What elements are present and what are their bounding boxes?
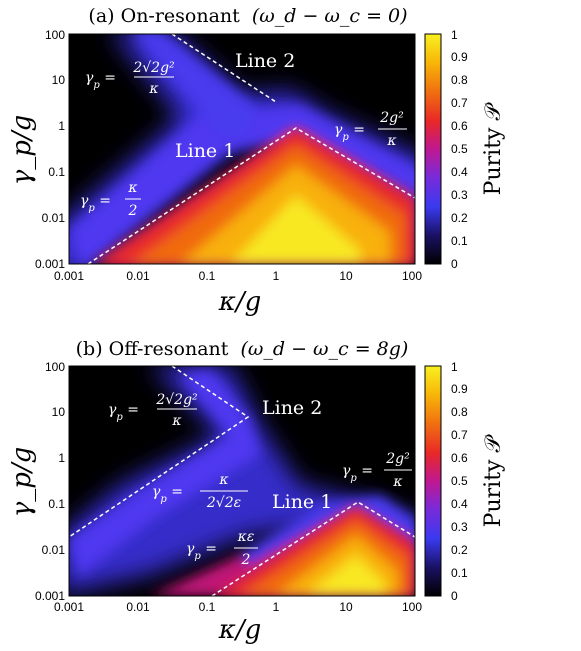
cb-tick-a-1: 0.1 [451, 234, 468, 248]
y-tick-b-5: 100 [45, 360, 65, 374]
cb-tick-b-6: 0.6 [451, 451, 468, 465]
colorbar-label-a: Purity 𝒫 [481, 102, 506, 196]
x-axis-label-b: κ/g [218, 615, 261, 645]
cb-tick-a-9: 0.9 [451, 50, 468, 64]
annotation-line1-b: Line 1 [272, 491, 332, 513]
x-tick-a-0: 0.001 [54, 269, 84, 283]
y-tick-b-1: 0.01 [42, 543, 66, 557]
heatmap-chart-a: (a) On-resonant (ω_d − ω_c = 0) [7, 5, 506, 317]
heatmap-area-b [69, 366, 415, 596]
x-tick-a-3: 1 [273, 269, 280, 283]
panel-a: (a) On-resonant (ω_d − ω_c = 0) [0, 0, 581, 320]
plot-frame-b [68, 365, 416, 597]
annotation-eq4-num-b: κ [218, 472, 228, 488]
y-tick-a-2: 0.1 [48, 165, 65, 179]
cb-tick-b-5: 0.5 [451, 474, 468, 488]
x-ticks-a: 0.001 0.01 0.1 1 10 100 [54, 269, 422, 283]
colorbar-b [424, 365, 442, 597]
cb-tick-b-9: 0.9 [451, 382, 468, 396]
cb-tick-a-7: 0.7 [451, 96, 468, 110]
cb-tick-b-10: 1 [451, 360, 458, 374]
y-axis-label-a: γ_p/g [7, 115, 37, 186]
colorbar-a [424, 33, 442, 265]
cb-tick-a-4: 0.4 [451, 165, 468, 179]
annotation-eq4-b: γp = [152, 484, 183, 505]
colorbar-ticks-a: 0 0.1 0.2 0.3 0.4 0.5 0.6 0.7 0.8 0.9 1 [451, 28, 468, 271]
cb-tick-a-3: 0.3 [451, 188, 468, 202]
x-tick-a-5: 100 [402, 269, 422, 283]
annotation-eq3-a: γp = [80, 193, 111, 214]
annotation-eq3-num-b: κε [237, 529, 255, 545]
x-tick-b-2: 0.1 [199, 600, 216, 614]
plot-frame-a [68, 33, 416, 265]
dashed-line-2-b [69, 366, 250, 538]
cb-tick-b-4: 0.4 [451, 497, 468, 511]
dashed-line-1-a [87, 127, 415, 264]
x-tick-a-2: 0.1 [199, 269, 216, 283]
annotation-eq2-den-b: κ [392, 474, 402, 490]
cb-tick-a-10: 1 [451, 28, 458, 42]
annotation-eq3-b: γp = [186, 541, 217, 562]
annotation-line2-a: Line 2 [235, 50, 295, 72]
y-tick-b-4: 10 [52, 405, 66, 419]
cb-tick-a-5: 0.5 [451, 142, 468, 156]
colorbar-label-b: Purity 𝒫 [481, 434, 506, 528]
annotation-eq1-den-b: κ [171, 413, 181, 429]
y-tick-a-3: 1 [58, 119, 65, 133]
y-tick-a-4: 10 [52, 73, 66, 87]
annotation-eq1-den-a: κ [148, 81, 158, 97]
y-tick-b-3: 1 [58, 451, 65, 465]
cb-tick-a-0: 0 [451, 257, 458, 271]
cb-tick-b-7: 0.7 [451, 428, 468, 442]
chart-title-a: (a) On-resonant (ω_d − ω_c = 0) [88, 5, 407, 27]
y-tick-a-5: 100 [45, 28, 65, 42]
x-ticks-b: 0.001 0.01 0.1 1 10 100 [54, 600, 422, 614]
panel-b: (b) Off-resonant (ω_d − ω_c = 8g) [0, 325, 581, 647]
y-ticks-b: 0.001 0.01 0.1 1 10 100 [35, 360, 65, 603]
annotation-eq1-b: γp = [108, 402, 139, 423]
dashed-line-1-b [211, 501, 415, 596]
x-tick-b-4: 10 [339, 600, 353, 614]
cb-tick-b-0: 0 [451, 589, 458, 603]
x-tick-b-3: 1 [273, 600, 280, 614]
annotation-eq2-den-a: κ [386, 133, 396, 149]
cb-tick-a-8: 0.8 [451, 73, 468, 87]
annotation-eq3-den-a: 2 [128, 203, 138, 219]
chart-title-b: (b) Off-resonant (ω_d − ω_c = 8g) [76, 338, 409, 360]
y-ticks-a: 0.001 0.01 0.1 1 10 100 [35, 28, 65, 271]
x-tick-b-5: 100 [402, 600, 422, 614]
annotation-line1-a: Line 1 [175, 140, 235, 162]
heatmap-chart-b: (b) Off-resonant (ω_d − ω_c = 8g) [7, 338, 506, 645]
y-tick-a-0: 0.001 [35, 257, 65, 271]
annotation-eq1-num-b: 2√2g² [155, 392, 198, 408]
annotation-eq1-a: γp = [85, 70, 116, 91]
y-axis-label-b: γ_p/g [7, 447, 37, 518]
cb-tick-a-6: 0.6 [451, 119, 468, 133]
annotation-eq2-num-a: 2g² [379, 110, 404, 126]
colorbar-ticks-b: 0 0.1 0.2 0.3 0.4 0.5 0.6 0.7 0.8 0.9 1 [451, 360, 468, 603]
annotation-eq1-num-a: 2√2g² [132, 60, 175, 76]
annotation-line2-b: Line 2 [262, 397, 322, 419]
y-tick-b-0: 0.001 [35, 589, 65, 603]
cb-tick-b-1: 0.1 [451, 566, 468, 580]
annotation-eq4-den-b: 2√2ε [206, 495, 241, 511]
cb-tick-b-8: 0.8 [451, 405, 468, 419]
annotation-eq2-a: γp = [334, 122, 365, 143]
annotation-eq3-num-a: κ [127, 180, 137, 196]
heatmap-area-a [69, 34, 415, 264]
y-tick-a-1: 0.01 [42, 211, 66, 225]
y-tick-b-2: 0.1 [48, 497, 65, 511]
cb-tick-b-2: 0.2 [451, 543, 468, 557]
cb-tick-b-3: 0.3 [451, 520, 468, 534]
x-tick-b-1: 0.01 [126, 600, 150, 614]
x-tick-b-0: 0.001 [54, 600, 84, 614]
cb-tick-a-2: 0.2 [451, 211, 468, 225]
annotation-eq2-num-b: 2g² [385, 451, 410, 467]
x-tick-a-4: 10 [339, 269, 353, 283]
x-axis-label-a: κ/g [218, 287, 261, 317]
annotation-eq2-b: γp = [342, 463, 373, 484]
x-tick-a-1: 0.01 [126, 269, 150, 283]
annotation-eq3-den-b: 2 [241, 552, 251, 568]
